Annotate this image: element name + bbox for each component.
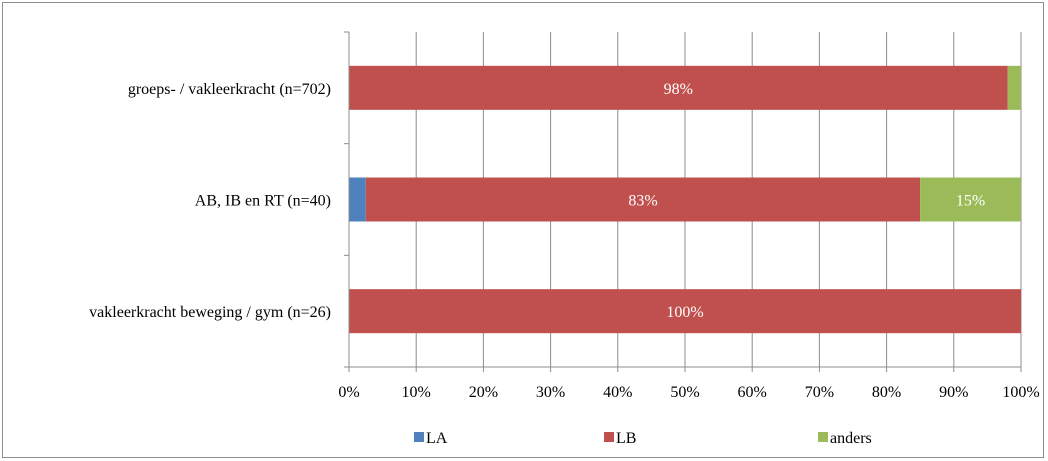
data-label: 15% <box>956 193 985 210</box>
legend: LA LB anders <box>414 430 872 447</box>
x-tick-label: 0% <box>338 384 359 401</box>
x-tick-label: 20% <box>469 384 498 401</box>
x-tick-label: 60% <box>738 384 767 401</box>
x-tick-label: 90% <box>939 384 968 401</box>
category-label: groeps- / vakleerkracht (n=702) <box>128 81 331 98</box>
axes <box>344 31 1022 372</box>
data-label: 98% <box>664 81 693 98</box>
legend-swatch-la <box>414 432 424 442</box>
x-tick-label: 50% <box>670 384 699 401</box>
bar-segments <box>349 65 1021 334</box>
data-label: 83% <box>628 193 657 210</box>
legend-label: LA <box>426 430 448 447</box>
bar-segment-lb <box>365 177 921 222</box>
legend-swatch-lb <box>604 432 614 442</box>
legend-label: LB <box>616 430 636 447</box>
x-tick-label: 10% <box>402 384 431 401</box>
x-tick-label: 80% <box>872 384 901 401</box>
bar-segment-lb <box>349 65 1008 110</box>
bar-segment-la <box>349 177 366 222</box>
x-tick-label: 70% <box>805 384 834 401</box>
category-label: vakleerkracht beweging / gym (n=26) <box>89 304 331 321</box>
labels: 0% 10% 20% 30% 40% 50% 60% 70% 80% 90% 100% groeps-… <box>89 81 1039 401</box>
x-tick-label: 30% <box>536 384 565 401</box>
bar-segment-anders <box>1007 65 1021 110</box>
bar-segment-anders <box>920 177 1021 222</box>
x-tick-label: 40% <box>603 384 632 401</box>
bar-segment-lb <box>349 289 1021 334</box>
legend-label: anders <box>830 430 872 447</box>
x-tick-label: 100% <box>1002 384 1039 401</box>
data-label: 100% <box>666 304 703 321</box>
category-label: AB, IB en RT (n=40) <box>195 193 331 210</box>
legend-swatch-anders <box>818 432 828 442</box>
